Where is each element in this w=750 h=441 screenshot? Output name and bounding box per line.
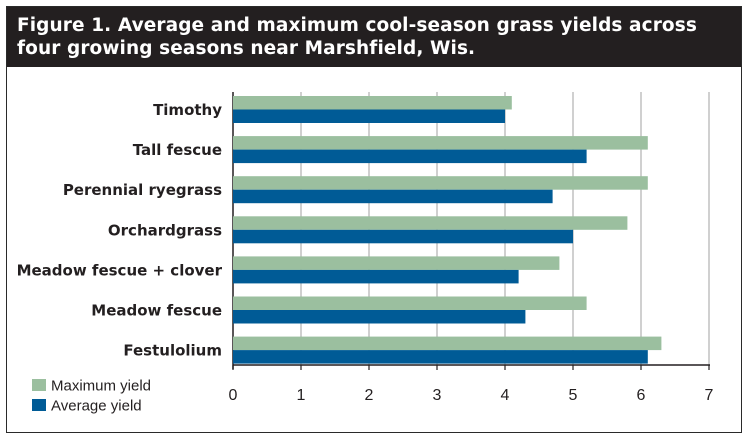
x-tick-label-6: 6	[637, 387, 646, 404]
category-label-5: Meadow fescue	[91, 302, 222, 320]
x-tick-label-5: 5	[569, 387, 578, 404]
bar-maximum-0	[233, 96, 512, 110]
bar-maximum-4	[233, 256, 560, 270]
category-label-3: Orchardgrass	[108, 221, 222, 239]
bar-maximum-5	[233, 296, 587, 310]
bar-average-0	[233, 109, 505, 123]
bar-maximum-2	[233, 176, 648, 190]
bar-average-5	[233, 310, 526, 324]
x-tick-label-2: 2	[365, 387, 374, 404]
legend-swatch-average	[32, 399, 46, 411]
bar-maximum-6	[233, 336, 662, 351]
bar-average-6	[233, 350, 648, 364]
category-label-0: Timothy	[153, 101, 222, 119]
x-tick-label-1: 1	[297, 387, 306, 404]
x-tick-label-4: 4	[501, 387, 510, 404]
category-label-4: Meadow fescue + clover	[17, 261, 223, 279]
bar-average-2	[233, 189, 553, 204]
x-tick-label-3: 3	[433, 387, 442, 404]
legend-label-average: Average yield	[51, 398, 142, 415]
category-label-2: Perennial ryegrass	[63, 181, 222, 199]
category-label-6: Festulolium	[123, 342, 222, 360]
bar-average-3	[233, 229, 573, 244]
x-tick-label-0: 0	[229, 387, 238, 404]
legend-swatch-maximum	[32, 379, 46, 391]
category-label-1: Tall fescue	[133, 141, 222, 159]
figure-title-bar: Figure 1. Average and maximum cool-seaso…	[7, 7, 741, 67]
figure-title: Figure 1. Average and maximum cool-seaso…	[17, 15, 697, 59]
bar-average-1	[233, 149, 587, 164]
bar-average-4	[233, 269, 519, 284]
legend-label-maximum: Maximum yield	[51, 378, 151, 395]
x-tick-label-7: 7	[705, 387, 714, 404]
bar-maximum-3	[233, 216, 628, 230]
bar-maximum-1	[233, 136, 648, 150]
